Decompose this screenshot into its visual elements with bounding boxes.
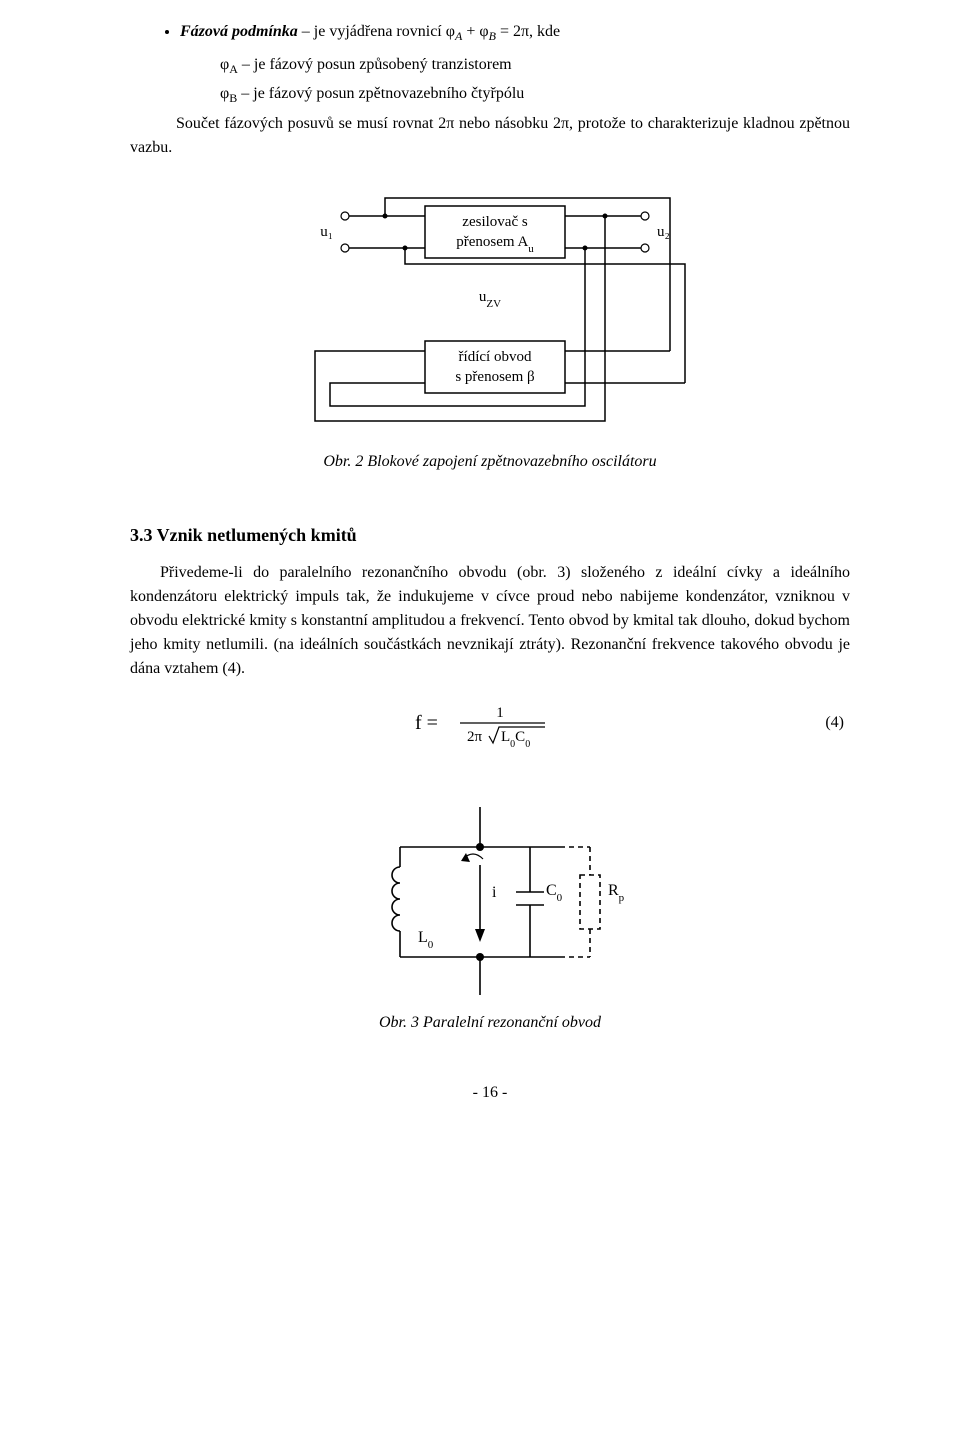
bullet-term: Fázová podmínka (180, 23, 298, 40)
amp-line1: zesilovač s (462, 214, 528, 230)
bullet-list: Fázová podmínka – je vyjádřena rovnicí φ… (130, 20, 850, 45)
equation-4: f = 1 2π L0C0 (405, 699, 575, 749)
resonant-circuit-svg: L0 i C0 Rp (340, 797, 640, 997)
Rp-label: R (608, 882, 619, 899)
fb-line1: řídící obvod (459, 349, 532, 365)
svg-text:1: 1 (496, 705, 504, 721)
phi-1: φ (220, 56, 229, 73)
equation-number: (4) (825, 711, 844, 735)
bullet-txt2: + φ (462, 23, 488, 40)
paragraph-2: Přivedeme-li do paralelního rezonančního… (130, 561, 850, 681)
u1-label: u₁ (320, 224, 333, 240)
phi-2-desc: – je fázový posun zpětnovazebního čtyřpó… (237, 85, 524, 102)
bullet-txt1: – je vyjádřena rovnicí φ (298, 23, 455, 40)
sub-B: B (489, 29, 496, 43)
figure-2: L0 i C0 Rp (130, 797, 850, 997)
bullet-item: Fázová podmínka – je vyjádřena rovnicí φ… (180, 20, 850, 45)
svg-text:L0C0: L0C0 (501, 729, 530, 749)
sub-line-2: φB – je fázový posun zpětnovazebního čty… (130, 82, 850, 107)
sub-line-1: φA – je fázový posun způsobený tranzisto… (130, 53, 850, 78)
phi-1-sub: A (229, 62, 238, 76)
equation-row: f = 1 2π L0C0 (4) (130, 699, 850, 747)
block-diagram-svg: zesilovač s přenosem Au řídící obvod s p… (275, 186, 705, 436)
C0-label: C (546, 882, 557, 899)
i-label: i (492, 884, 497, 901)
uzv-sub: ZV (486, 298, 501, 310)
figure-1-caption: Obr. 2 Blokové zapojení zpětnovazebního … (130, 450, 850, 474)
paragraph-1: Součet fázových posuvů se musí rovnat 2π… (130, 112, 850, 160)
amp-line2: přenosem A (456, 234, 528, 250)
phi-2: φ (220, 85, 229, 102)
amp-sub: u (528, 243, 534, 255)
figure-1: zesilovač s přenosem Au řídící obvod s p… (130, 186, 850, 436)
svg-text:2π: 2π (467, 729, 483, 745)
page-number: - 16 - (130, 1081, 850, 1105)
u2-label: u₂ (657, 224, 670, 240)
section-heading: 3.3 Vznik netlumených kmitů (130, 522, 850, 549)
fb-line2: s přenosem β (455, 369, 534, 385)
figure-2-caption: Obr. 3 Paralelní rezonanční obvod (130, 1011, 850, 1035)
L0-label: L (418, 929, 428, 946)
svg-text:f =: f = (415, 712, 438, 734)
phi-1-desc: – je fázový posun způsobený tranzistorem (238, 56, 512, 73)
bullet-txt3: = 2π, kde (496, 23, 560, 40)
